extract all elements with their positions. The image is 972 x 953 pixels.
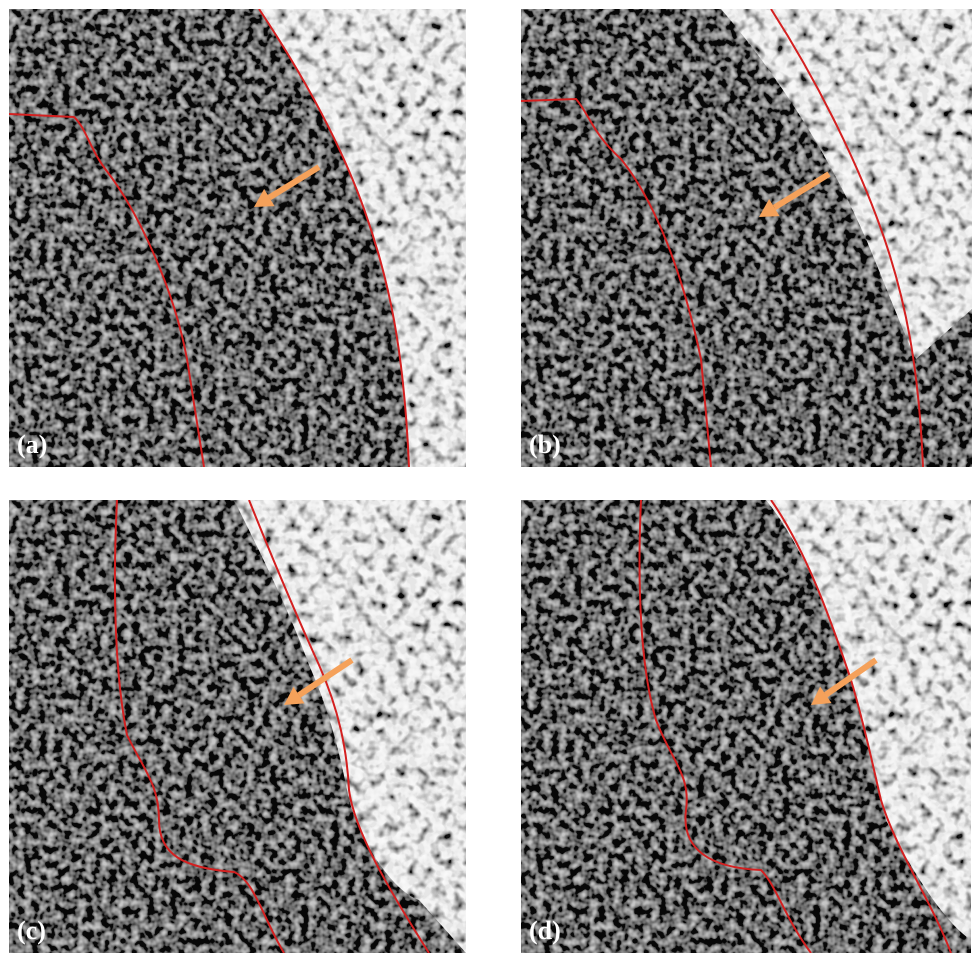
- panel-label: (d): [529, 916, 561, 945]
- panel: (a): [9, 9, 466, 467]
- panel: (b): [521, 9, 972, 467]
- figure: (a) (b) (c) (d): [0, 0, 972, 953]
- panel: (d): [521, 500, 971, 953]
- panel-label: (a): [17, 430, 47, 459]
- panel-label: (c): [17, 916, 46, 945]
- panel: (c): [9, 500, 466, 953]
- panel-label: (b): [529, 430, 561, 459]
